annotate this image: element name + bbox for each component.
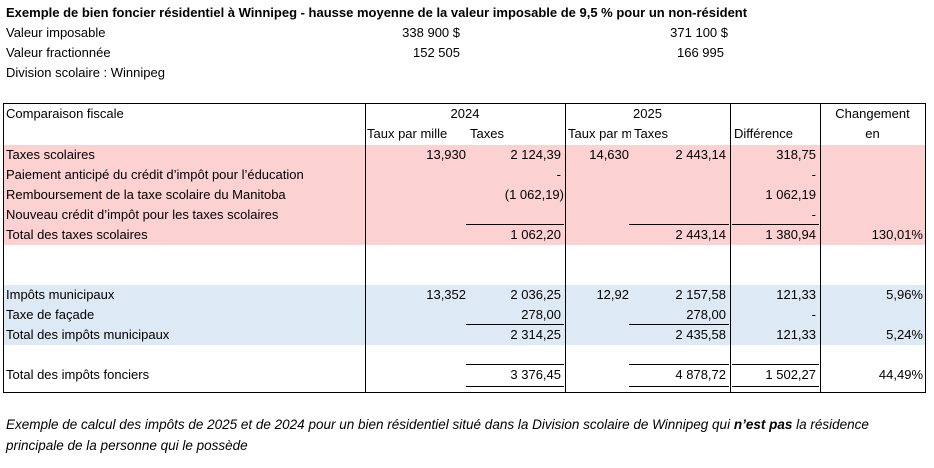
municipal-taxes-band	[3, 285, 926, 345]
row-tax-2024: 1 062,20	[510, 227, 561, 242]
row-tax-2024: 2 314,25	[510, 327, 561, 342]
assessed-value-2024: 338 900 $	[402, 25, 460, 40]
row-change: 5,96%	[886, 287, 923, 302]
row-tax-2025: 4 878,72	[675, 367, 726, 382]
row-label: Nouveau crédit d’impôt pour les taxes sc…	[6, 207, 279, 222]
col-sep-2025	[565, 103, 566, 393]
row-tax-2025: 2 435,58	[675, 327, 726, 342]
row-label: Taxe de façade	[6, 307, 95, 322]
tax-comparison-table: Comparaison fiscale 2024 2025 Changement…	[3, 103, 926, 393]
row-tax-2024: -	[556, 167, 561, 182]
row-label: Taxes scolaires	[6, 147, 95, 162]
row-rate-2025: 14,630	[589, 147, 629, 162]
portioned-value-2024: 152 505	[413, 45, 460, 60]
row-change: 5,24%	[886, 327, 923, 342]
header-year-2024: 2024	[450, 106, 480, 121]
total-line-bottom-2024	[466, 386, 564, 387]
row-tax-2024: 2 124,39	[510, 147, 561, 162]
row-change: 130,01%	[871, 227, 923, 242]
row-tax-2024: 2 036,25	[510, 287, 561, 302]
portioned-value-label: Valeur fractionnée	[6, 45, 111, 60]
subtotal-line-2024	[466, 224, 564, 225]
header-rate-2024: Taux par mille	[367, 126, 448, 141]
total-line-top-diff	[732, 364, 819, 365]
header-comparison: Comparaison fiscale	[6, 106, 124, 121]
row-label: Total des impôts fonciers	[6, 367, 150, 382]
school-division: Division scolaire : Winnipeg	[6, 65, 165, 80]
portioned-value-2025: 166 995	[677, 45, 724, 60]
header-taxes-2024: Taxes	[470, 126, 504, 141]
subtotal-line-2024	[466, 324, 564, 325]
row-tax-2025: 278,00	[686, 307, 726, 322]
col-sep-change	[820, 103, 821, 393]
table-left-border	[3, 103, 4, 393]
header-year-2025: 2025	[633, 106, 662, 121]
row-diff: 318,75	[776, 147, 816, 162]
row-label: Total des impôts municipaux	[6, 327, 170, 342]
header-taxes-2025: Taxes	[634, 126, 668, 141]
row-tax-2024: 278,00	[521, 307, 561, 322]
row-label: Paiement anticipé du crédit d’impôt pour…	[6, 167, 304, 182]
col-sep-2024	[365, 103, 366, 393]
table-top-border	[3, 103, 926, 104]
table-bottom-border	[3, 392, 926, 393]
row-diff: 1 502,27	[765, 367, 816, 382]
row-diff: 121,33	[776, 287, 816, 302]
subtotal-line-2025	[629, 224, 729, 225]
table-right-border	[925, 103, 926, 393]
total-line-top-2025	[629, 364, 729, 365]
row-change: 44,49%	[878, 367, 923, 382]
row-diff: 121,33	[776, 327, 816, 342]
row-rate-2025: 12,92	[596, 287, 629, 302]
row-diff: -	[811, 307, 816, 322]
row-diff: -	[811, 207, 816, 222]
row-diff: 1 062,19	[765, 187, 816, 202]
header-difference: Différence	[734, 126, 794, 141]
header-change-1: Changement	[835, 106, 910, 121]
total-line-bottom-diff	[732, 386, 819, 387]
row-rate-2024: 13,930	[426, 147, 466, 162]
row-tax-2025: 2 443,14	[675, 227, 726, 242]
assessed-value-label: Valeur imposable	[6, 25, 106, 40]
page-title: Exemple de bien foncier résidentiel à Wi…	[6, 5, 748, 20]
row-tax-2024: 3 376,45	[510, 367, 561, 382]
row-tax-2025: 2 157,58	[675, 287, 726, 302]
total-line-bottom-2025	[629, 386, 729, 387]
row-tax-2025: 2 443,14	[675, 147, 726, 162]
assessed-value-2025: 371 100 $	[670, 25, 728, 40]
row-label: Remboursement de la taxe scolaire du Man…	[6, 187, 286, 202]
footnote-part1: Exemple de calcul des impôts de 2025 et …	[6, 417, 734, 432]
row-diff: 1 380,94	[765, 227, 816, 242]
row-tax-2024: (1 062,19)	[504, 187, 564, 202]
header-change-2: en	[865, 126, 880, 141]
col-sep-diff	[730, 103, 731, 393]
row-diff: -	[811, 167, 816, 182]
subtotal-line-diff	[732, 224, 819, 225]
row-label: Total des taxes scolaires	[6, 227, 148, 242]
footnote: Exemple de calcul des impôts de 2025 et …	[6, 414, 906, 456]
school-taxes-band	[3, 145, 926, 245]
subtotal-line-2025	[629, 324, 729, 325]
header-rate-2025: Taux par m	[568, 126, 631, 141]
footnote-part2: la résidence principale de la personne q…	[6, 417, 869, 453]
footnote-emphasis: n’est pas	[733, 417, 793, 432]
row-rate-2024: 13,352	[426, 287, 466, 302]
total-line-top-2024	[466, 364, 564, 365]
row-label: Impôts municipaux	[6, 287, 115, 302]
